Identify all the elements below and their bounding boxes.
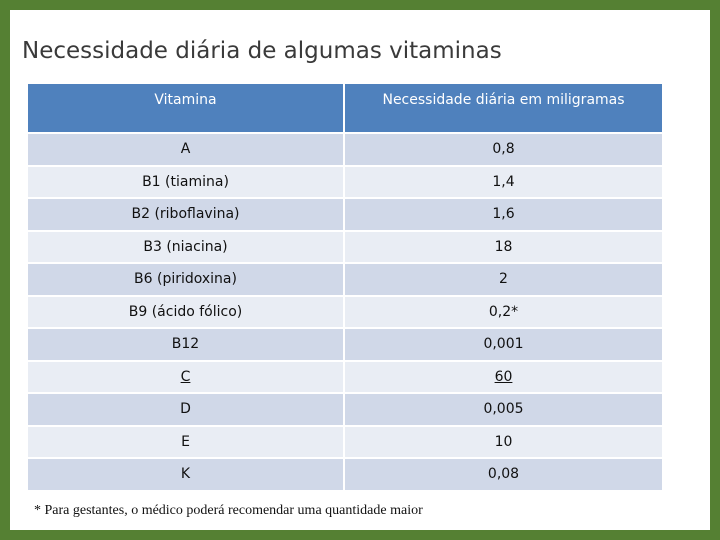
header-vitamin: Vitamina bbox=[26, 82, 345, 134]
vitamin-cell: B9 (ácido fólico) bbox=[26, 294, 345, 329]
amount-cell: 0,08 bbox=[343, 457, 664, 492]
amount-cell: 2 bbox=[343, 262, 664, 297]
header-daily-need: Necessidade diária em miligramas bbox=[343, 82, 664, 134]
vitamin-c-label: C bbox=[180, 368, 191, 385]
table-row: B6 (piridoxina) 2 bbox=[26, 262, 664, 297]
vitamin-cell: B6 (piridoxina) bbox=[26, 262, 345, 297]
table-row: E 10 bbox=[26, 424, 664, 459]
slide-title: Necessidade diária de algumas vitaminas bbox=[22, 38, 502, 64]
vitamin-cell: E bbox=[26, 424, 345, 459]
amount-cell: 0,2* bbox=[343, 294, 664, 329]
vitamin-table: Vitamina Necessidade diária em miligrama… bbox=[26, 82, 664, 492]
table-row: A 0,8 bbox=[26, 132, 664, 167]
vitamin-cell: D bbox=[26, 392, 345, 427]
vitamin-cell: A bbox=[26, 132, 345, 167]
amount-cell: 10 bbox=[343, 424, 664, 459]
table-row: B1 (tiamina) 1,4 bbox=[26, 164, 664, 199]
table-header-row: Vitamina Necessidade diária em miligrama… bbox=[26, 82, 664, 134]
table-row: B3 (niacina) 18 bbox=[26, 229, 664, 264]
table-row: K 0,08 bbox=[26, 457, 664, 492]
table-row: B9 (ácido fólico) 0,2* bbox=[26, 294, 664, 329]
table-row: D 0,005 bbox=[26, 392, 664, 427]
table-row: B2 (riboflavina) 1,6 bbox=[26, 197, 664, 232]
vitamin-cell: B3 (niacina) bbox=[26, 229, 345, 264]
footnote: * Para gestantes, o médico poderá recome… bbox=[34, 503, 423, 518]
amount-cell: 0,001 bbox=[343, 327, 664, 362]
amount-cell: 1,4 bbox=[343, 164, 664, 199]
vitamin-cell: K bbox=[26, 457, 345, 492]
vitamin-cell: B12 bbox=[26, 327, 345, 362]
vitamin-cell: B1 (tiamina) bbox=[26, 164, 345, 199]
table-row: B12 0,001 bbox=[26, 327, 664, 362]
vitamin-cell-underlined: C bbox=[26, 359, 345, 394]
amount-cell: 18 bbox=[343, 229, 664, 264]
amount-cell-underlined: 60 bbox=[343, 359, 664, 394]
amount-cell: 0,005 bbox=[343, 392, 664, 427]
amount-cell: 0,8 bbox=[343, 132, 664, 167]
vitamin-cell: B2 (riboflavina) bbox=[26, 197, 345, 232]
amount-cell: 1,6 bbox=[343, 197, 664, 232]
table-row: C 60 bbox=[26, 359, 664, 394]
vitamin-c-amount: 60 bbox=[494, 368, 513, 385]
slide: Necessidade diária de algumas vitaminas … bbox=[10, 10, 710, 530]
